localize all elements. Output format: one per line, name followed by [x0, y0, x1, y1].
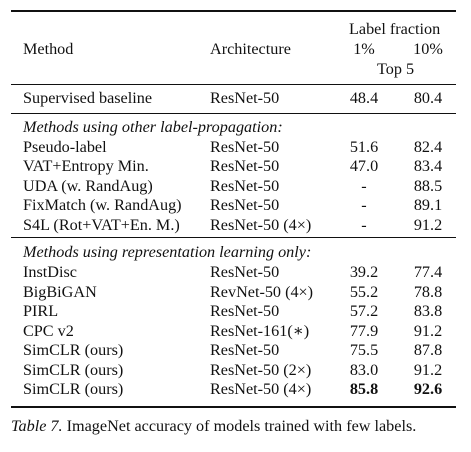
table-row-10pct: 91.2 [413, 322, 443, 340]
table-row-method: BigBiGAN [23, 283, 97, 301]
header-1pct: 1% [353, 40, 375, 58]
table-row-arch: ResNet-50 [210, 196, 280, 214]
table-row-10pct: 83.4 [413, 157, 443, 175]
table-row-method: S4L (Rot+VAT+En. M.) [23, 216, 180, 234]
baseline-method: Supervised baseline [23, 89, 153, 107]
header-top5: Top 5 [377, 60, 415, 78]
table-row-10pct-best: 92.6 [413, 380, 443, 398]
caption-text: ImageNet accuracy of models trained with… [66, 417, 417, 435]
table-row-1pct: 39.2 [349, 263, 379, 281]
header-method: Method [23, 40, 74, 58]
table-row-method: VAT+Entropy Min. [23, 157, 149, 175]
table-row-method: SimCLR (ours) [23, 361, 124, 379]
table-row-method: SimCLR (ours) [23, 380, 124, 398]
baseline-1pct: 48.4 [349, 89, 379, 107]
table-row-method: CPC v2 [23, 322, 74, 340]
group-rule [11, 237, 456, 238]
table-row-arch: ResNet-50 (4×) [210, 380, 312, 398]
table-row-10pct: 77.4 [413, 263, 443, 281]
table-row-arch: ResNet-50 [210, 157, 280, 175]
table-row-1pct: 75.5 [349, 341, 379, 359]
table-row-arch: ResNet-161(∗) [210, 322, 310, 340]
table-row-10pct: 88.5 [413, 177, 443, 195]
table-row-method: PIRL [23, 302, 59, 320]
table-row-1pct: - [361, 216, 367, 234]
table-row-1pct: 57.2 [349, 302, 379, 320]
table-caption: Table 7. ImageNet accuracy of models tra… [11, 416, 463, 436]
table-row-arch: ResNet-50 [210, 341, 280, 359]
table-row-arch: ResNet-50 [210, 302, 280, 320]
table-row-arch: ResNet-50 [210, 263, 280, 281]
table-row-10pct: 89.1 [413, 196, 443, 214]
table-row-method: UDA (w. RandAug) [23, 177, 153, 195]
table-row-arch: ResNet-50 [210, 177, 280, 195]
baseline-rule [11, 113, 456, 114]
table-row-1pct: 83.0 [349, 361, 379, 379]
table-row-arch: ResNet-50 (4×) [210, 216, 312, 234]
table-row-1pct: 47.0 [349, 157, 379, 175]
group-title-representation-learning: Methods using representation learning on… [23, 243, 312, 261]
header-10pct: 10% [413, 40, 443, 58]
table-row-method: FixMatch (w. RandAug) [23, 196, 182, 214]
table-row-arch: ResNet-50 (2×) [210, 361, 312, 379]
table-row-1pct: 55.2 [349, 283, 379, 301]
caption-label: Table 7. [11, 417, 63, 435]
table-row-method: InstDisc [23, 263, 77, 281]
table-row-10pct: 82.4 [413, 138, 443, 156]
table-row-10pct: 87.8 [413, 341, 443, 359]
group-title-label-propagation: Methods using other label-propagation: [23, 118, 283, 136]
header-architecture: Architecture [210, 40, 291, 58]
table-row-10pct: 91.2 [413, 216, 443, 234]
table-row-1pct-best: 85.8 [349, 380, 379, 398]
table-row-1pct: 51.6 [349, 138, 379, 156]
bottom-rule [11, 406, 456, 408]
top-rule [11, 10, 456, 12]
table-row-1pct: - [361, 177, 367, 195]
table-row-10pct: 83.8 [413, 302, 443, 320]
header-label-fraction: Label fraction [349, 20, 441, 38]
baseline-arch: ResNet-50 [210, 89, 280, 107]
table-row-1pct: - [361, 196, 367, 214]
header-rule [11, 84, 456, 85]
table-row-arch: RevNet-50 (4×) [210, 283, 314, 301]
table-row-1pct: 77.9 [349, 322, 379, 340]
table-row-arch: ResNet-50 [210, 138, 280, 156]
table-row-method: SimCLR (ours) [23, 341, 124, 359]
table-row-10pct: 78.8 [413, 283, 443, 301]
table-row-method: Pseudo-label [23, 138, 107, 156]
baseline-10pct: 80.4 [413, 89, 443, 107]
table-row-10pct: 91.2 [413, 361, 443, 379]
